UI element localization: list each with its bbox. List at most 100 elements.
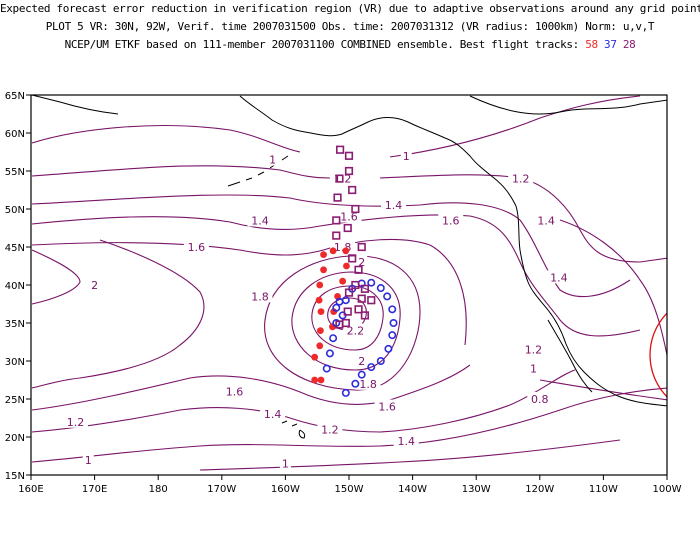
contour-label: 1.6 <box>442 214 460 227</box>
track-58-point <box>317 308 325 315</box>
contour-label: 2 <box>358 355 365 368</box>
track-28-point <box>332 216 341 225</box>
track-37-point <box>351 379 360 388</box>
contour-label-bg <box>183 240 209 253</box>
contour-label: 1.4 <box>537 214 555 227</box>
x-tick-label: 130W <box>462 484 491 495</box>
track-37-point <box>376 284 385 293</box>
contour-line <box>31 249 81 305</box>
contour-line <box>31 364 471 411</box>
contour-label-bg <box>508 171 534 185</box>
track-28-point <box>357 294 366 303</box>
contour-labels: 21.81.61.211.61.4111.41.21.21.61.822.221… <box>63 148 572 471</box>
contour-label: 1 <box>530 363 537 376</box>
contour-label: 1 <box>85 454 92 467</box>
contour-line <box>31 238 467 346</box>
contour-line <box>31 165 331 179</box>
track-28-point <box>351 204 360 214</box>
y-tick-label: 35N <box>5 319 25 330</box>
contour-label: 1.4 <box>550 271 568 284</box>
track-37-point <box>367 363 376 372</box>
track-28-point <box>367 296 376 305</box>
contour-label-bg <box>527 392 553 405</box>
y-tick-label: 65N <box>5 91 25 102</box>
contour-label-bg <box>533 213 559 227</box>
track-58-point <box>342 247 350 255</box>
contour-line <box>327 297 367 331</box>
contour-label: 1.2 <box>67 416 85 429</box>
track-58-point <box>320 251 327 258</box>
contour-label-bg <box>89 278 101 291</box>
y-tick-label: 55N <box>5 167 25 178</box>
track-58-label: 58 <box>585 38 598 51</box>
contour-label-bg <box>222 384 248 398</box>
contour-lines <box>31 95 667 471</box>
contour-label-bg <box>438 213 464 227</box>
contour-label: 2 <box>358 256 365 269</box>
x-axis: 160E 170E 180 170W 160W 150W 140W 130W 120W 110W 1… <box>18 475 682 495</box>
contour-label-bg <box>82 452 94 466</box>
contour-label: 1.6 <box>188 241 206 254</box>
contour-label-bg <box>546 270 572 284</box>
contour-label: 2.2 <box>347 325 365 338</box>
track-28-label: 28 <box>622 38 636 51</box>
track-58-point <box>316 342 324 350</box>
track-28-point <box>344 166 354 176</box>
track-37-point <box>388 305 397 314</box>
track-37-point <box>332 303 341 312</box>
y-tick-label: 40N <box>5 281 25 292</box>
x-tick-label: 110W <box>589 484 618 495</box>
contour-line <box>559 219 667 358</box>
contour-label: 1.6 <box>378 401 396 414</box>
verification-region <box>649 312 667 398</box>
track-37-point <box>335 297 344 306</box>
x-tick-label: 120W <box>525 484 554 495</box>
alaska-coastline <box>239 95 517 207</box>
track-58-point <box>316 327 324 334</box>
plot-header: Expected forecast error reduction in ver… <box>0 0 700 90</box>
aleutian-islands <box>227 155 289 187</box>
contour-label-bg <box>279 456 291 470</box>
y-tick-label: 20N <box>5 433 25 444</box>
track-37-point <box>325 349 334 358</box>
track-28-point <box>332 231 341 240</box>
contour-label: 1.2 <box>525 344 543 357</box>
contour-line <box>31 214 641 337</box>
x-tick-label: 100W <box>653 484 682 495</box>
track-37-point <box>367 278 376 287</box>
x-tick-label: 150W <box>335 484 364 495</box>
header-line-3: NCEP/UM ETKF based on 111-member 2007031… <box>0 38 700 51</box>
contour-label: 1.6 <box>340 211 358 224</box>
track-58-point <box>315 296 323 304</box>
track-28-point <box>351 280 360 290</box>
siberia-coast <box>31 95 119 115</box>
contour-line <box>31 239 205 389</box>
x-tick-label: 160E <box>18 484 43 495</box>
track-37-point <box>384 344 393 353</box>
y-tick-label: 25N <box>5 395 25 406</box>
track-37-point <box>357 370 366 379</box>
contour-label: 1.4 <box>251 214 269 227</box>
flight-tracks <box>311 145 398 397</box>
contour-label: 1 <box>403 150 410 163</box>
y-tick-label: 60N <box>5 129 25 140</box>
track-37-point <box>322 364 331 373</box>
north-america-west-coast <box>515 205 667 407</box>
contour-line <box>31 125 301 153</box>
track-28-point <box>357 242 366 252</box>
contour-label: 0.8 <box>531 393 549 406</box>
contour-label-bg <box>356 255 368 269</box>
contour-line <box>539 379 667 401</box>
contour-label-bg <box>393 433 419 447</box>
y-tick-label: 15N <box>5 471 25 482</box>
contour-label-bg <box>356 354 368 367</box>
contour-label: 1.8 <box>359 378 377 391</box>
track-58-point <box>339 277 347 285</box>
contour-label-bg <box>527 361 539 375</box>
contour-label-bg <box>355 376 381 390</box>
x-tick-label: 160W <box>271 484 300 495</box>
track-58-point <box>329 247 337 255</box>
contour-label: 2 <box>91 279 98 292</box>
contour-label-bg <box>267 152 279 166</box>
